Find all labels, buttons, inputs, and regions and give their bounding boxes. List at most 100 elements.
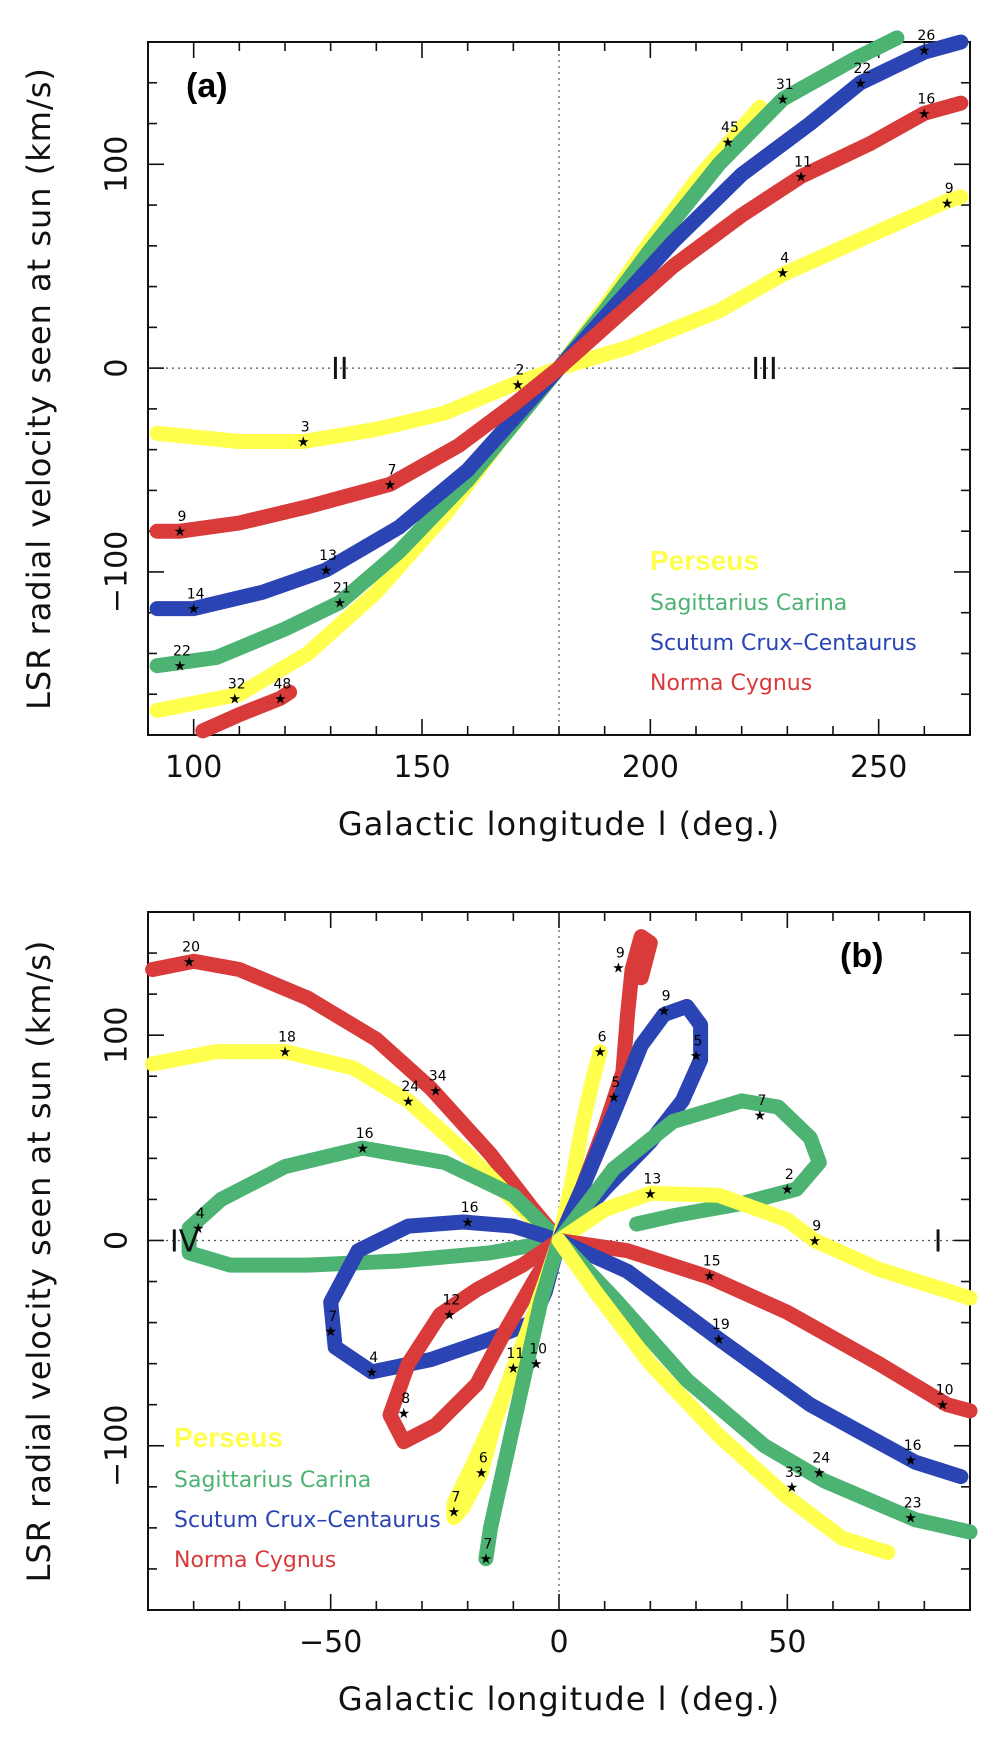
series-line-sagittarius-carina (181, 1140, 567, 1273)
marker-label: 32 (228, 676, 246, 692)
x-tick-label: 250 (850, 750, 907, 785)
marker-label: 11 (794, 155, 812, 171)
series-line-perseus (551, 1185, 978, 1306)
x-tick-label: 0 (549, 1625, 568, 1660)
star-marker: ★ (795, 169, 808, 185)
star-marker: ★ (904, 1452, 917, 1468)
star-marker: ★ (941, 195, 954, 211)
marker-label: 22 (173, 644, 191, 660)
star-marker: ★ (320, 562, 333, 578)
y-axis-label: LSR radial velocity seen at sun (km/s) (20, 940, 58, 1583)
marker-label: 6 (598, 1030, 607, 1046)
star-marker: ★ (918, 42, 931, 58)
star-marker: ★ (808, 1232, 821, 1248)
marker-label: 45 (721, 120, 739, 136)
marker-label: 16 (917, 91, 935, 107)
marker-label: 16 (461, 1200, 479, 1216)
y-tick-label: 0 (100, 359, 135, 378)
star-marker: ★ (461, 1214, 474, 1230)
marker-label: 9 (812, 1218, 821, 1234)
marker-label: 19 (712, 1317, 730, 1333)
star-marker: ★ (480, 1551, 493, 1567)
marker-label: 9 (945, 181, 954, 197)
marker-label: 13 (319, 548, 337, 564)
star-marker: ★ (183, 953, 196, 969)
legend: Perseus Sagittarius Carina Scutum Crux–C… (650, 545, 917, 696)
star-marker: ★ (658, 1003, 671, 1019)
marker-label: 5 (611, 1075, 620, 1091)
quadrant-label: IV (170, 1224, 200, 1259)
star-marker: ★ (776, 264, 789, 280)
marker-label: 31 (776, 77, 794, 93)
y-tick-label: 0 (100, 1231, 135, 1250)
star-marker: ★ (918, 105, 931, 121)
marker-label: 12 (442, 1292, 460, 1308)
marker-label: 8 (401, 1391, 410, 1407)
star-marker: ★ (594, 1044, 607, 1060)
zero-gridlines (148, 42, 970, 735)
x-tick-label: 100 (165, 750, 222, 785)
star-marker: ★ (279, 1044, 292, 1060)
marker-label: 7 (452, 1489, 461, 1505)
star-marker: ★ (192, 1220, 205, 1236)
legend: Perseus Sagittarius Carina Scutum Crux–C… (174, 1422, 441, 1573)
quadrant-label: II (331, 352, 349, 387)
series-line-norma-cygnus (149, 95, 969, 539)
marker-layer: ★3★2★4★9★32★45★22★21★31★14★13★22★26★9★7★… (173, 28, 954, 706)
x-tick-label: −50 (299, 1625, 362, 1660)
x-tick-label: 150 (393, 750, 450, 785)
marker-label: 10 (936, 1383, 954, 1399)
star-marker: ★ (475, 1464, 488, 1480)
legend-entry-sagittarius-carina: Sagittarius Carina (650, 591, 847, 616)
marker-label: 23 (904, 1496, 922, 1512)
star-marker: ★ (813, 1464, 826, 1480)
marker-label: 7 (757, 1093, 766, 1109)
x-tick-label: 200 (622, 750, 679, 785)
star-marker: ★ (429, 1083, 442, 1099)
y-tick-label: −100 (100, 1405, 135, 1487)
star-marker: ★ (397, 1405, 410, 1421)
marker-label: 9 (616, 945, 625, 961)
star-marker: ★ (448, 1503, 461, 1519)
marker-label: 14 (187, 587, 205, 603)
marker-label: 7 (388, 462, 397, 478)
marker-label: 6 (479, 1450, 488, 1466)
star-marker: ★ (781, 1181, 794, 1197)
star-marker: ★ (776, 91, 789, 107)
star-marker: ★ (402, 1093, 415, 1109)
series-line-perseus (551, 1044, 608, 1248)
y-axis-label: LSR radial velocity seen at sun (km/s) (20, 67, 58, 710)
star-marker: ★ (530, 1356, 543, 1372)
quadrant-labels: II III (331, 352, 778, 387)
star-marker: ★ (512, 376, 525, 392)
star-marker: ★ (786, 1479, 799, 1495)
star-marker: ★ (854, 75, 867, 91)
marker-label: 4 (369, 1350, 378, 1366)
star-marker: ★ (324, 1323, 337, 1339)
quadrant-labels: IV I (170, 1224, 943, 1259)
marker-label: 2 (515, 362, 524, 378)
marker-label: 3 (301, 419, 310, 435)
series-line-perseus (551, 1233, 896, 1560)
marker-label: 2 (785, 1167, 794, 1183)
y-tick-label: −100 (100, 531, 135, 613)
star-marker: ★ (274, 690, 287, 706)
panel-label: (a) (186, 67, 228, 105)
legend-entry-norma-cygnus: Norma Cygnus (174, 1548, 336, 1573)
marker-layer: ★20★34★18★24★16★4 ★16★7★4 ★10★12★8★11★6★7★… (182, 939, 953, 1566)
star-marker: ★ (174, 658, 187, 674)
star-marker: ★ (187, 601, 200, 617)
series-layer (149, 30, 969, 739)
y-tick-label: 100 (100, 1007, 135, 1064)
marker-label: 18 (278, 1030, 296, 1046)
star-marker: ★ (722, 134, 735, 150)
star-marker: ★ (297, 433, 310, 449)
quadrant-label: III (751, 352, 778, 387)
legend-entry-scutum-crux-centaurus: Scutum Crux–Centaurus (174, 1508, 441, 1533)
star-marker: ★ (228, 690, 241, 706)
marker-label: 34 (429, 1069, 447, 1085)
series-line-norma-cygnus (382, 1233, 567, 1450)
marker-label: 7 (328, 1309, 337, 1325)
